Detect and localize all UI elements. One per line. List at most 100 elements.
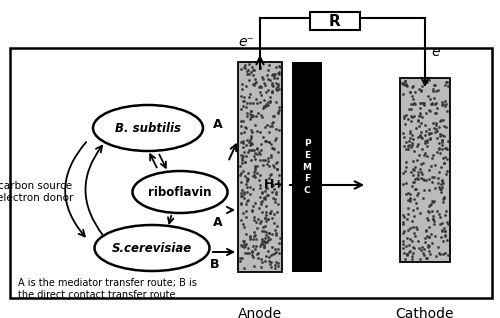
Point — [416, 101, 424, 106]
Point — [248, 141, 256, 146]
Point — [426, 130, 434, 135]
Point — [406, 90, 414, 95]
Point — [414, 118, 422, 123]
Point — [417, 120, 425, 125]
Point — [240, 94, 248, 99]
Point — [439, 156, 447, 161]
Point — [240, 160, 248, 165]
Point — [258, 114, 266, 119]
Point — [253, 151, 261, 156]
Point — [424, 208, 432, 213]
Point — [262, 104, 270, 109]
Point — [412, 201, 420, 206]
Point — [254, 111, 262, 116]
Point — [258, 241, 266, 246]
Point — [444, 80, 452, 85]
Point — [260, 104, 268, 109]
Point — [243, 72, 251, 77]
Point — [265, 254, 273, 259]
Point — [247, 127, 255, 132]
Point — [417, 247, 425, 252]
Point — [440, 160, 448, 165]
Point — [264, 234, 272, 239]
Text: e⁻: e⁻ — [238, 35, 254, 49]
Point — [416, 133, 424, 138]
Point — [242, 242, 250, 247]
Point — [408, 218, 416, 223]
Point — [428, 102, 436, 107]
Point — [256, 195, 264, 200]
Point — [435, 140, 443, 145]
Point — [269, 163, 277, 168]
Point — [275, 241, 283, 246]
Point — [264, 217, 272, 222]
Point — [274, 83, 281, 88]
Point — [248, 140, 256, 145]
Point — [410, 246, 418, 251]
Point — [246, 92, 254, 97]
Point — [435, 185, 443, 190]
Point — [248, 68, 256, 73]
Point — [428, 153, 436, 158]
Point — [240, 130, 248, 135]
Point — [440, 104, 448, 109]
Point — [438, 102, 446, 107]
Point — [427, 164, 435, 169]
Point — [424, 218, 432, 223]
Point — [421, 141, 429, 146]
Point — [437, 165, 445, 170]
Point — [270, 138, 278, 143]
Point — [236, 130, 244, 135]
Point — [409, 224, 417, 229]
Point — [426, 135, 434, 140]
Point — [238, 194, 246, 199]
Point — [408, 97, 416, 102]
Point — [260, 82, 268, 87]
Point — [272, 135, 280, 141]
Point — [272, 81, 280, 86]
Point — [248, 135, 256, 141]
Point — [261, 216, 269, 221]
Point — [252, 157, 260, 162]
Point — [262, 188, 270, 193]
Point — [439, 252, 447, 257]
Point — [253, 252, 261, 257]
Text: P
E
M
F
C: P E M F C — [302, 139, 312, 195]
Point — [274, 71, 282, 76]
Point — [272, 72, 280, 77]
Point — [246, 236, 254, 241]
Point — [418, 162, 426, 167]
Point — [410, 164, 418, 169]
Point — [262, 240, 270, 245]
Point — [270, 75, 278, 80]
Point — [273, 166, 281, 171]
Point — [403, 235, 411, 240]
Point — [428, 180, 436, 185]
Point — [244, 137, 252, 142]
Point — [257, 241, 265, 246]
Point — [436, 119, 444, 124]
Point — [236, 164, 244, 169]
Point — [243, 114, 251, 119]
Point — [272, 159, 280, 164]
Point — [430, 86, 438, 91]
Point — [275, 64, 283, 69]
Point — [238, 124, 246, 129]
Point — [244, 171, 252, 176]
Point — [251, 81, 259, 86]
Point — [245, 72, 253, 77]
Point — [262, 90, 270, 95]
Point — [248, 250, 256, 255]
Point — [428, 155, 436, 160]
Point — [262, 258, 270, 263]
Point — [253, 226, 261, 231]
Point — [270, 265, 278, 270]
Point — [409, 250, 417, 255]
Point — [426, 96, 434, 101]
Point — [256, 158, 264, 163]
Point — [268, 119, 276, 124]
Point — [439, 117, 447, 122]
Point — [257, 112, 265, 117]
Point — [239, 221, 247, 226]
Point — [275, 172, 283, 177]
